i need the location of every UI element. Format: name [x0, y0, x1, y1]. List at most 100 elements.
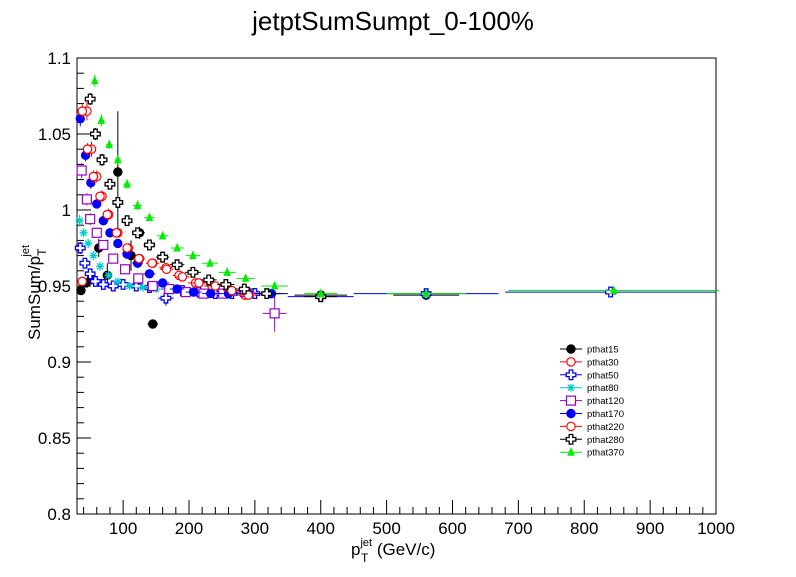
x-tick-label: 800 [570, 519, 598, 538]
data-point [220, 279, 232, 290]
data-point [171, 259, 183, 271]
data-point [177, 272, 188, 282]
data-point [97, 115, 106, 124]
data-point [84, 93, 96, 105]
data-point [97, 279, 109, 290]
data-point [157, 278, 168, 288]
data-point [108, 253, 119, 264]
x-axis-label-unit: (GeV/c) [372, 540, 435, 559]
data-point [158, 230, 167, 240]
data-point [133, 200, 142, 209]
data-point [98, 239, 109, 251]
data-point [172, 284, 182, 294]
chart-title: jetptSumSumpt_0-100% [251, 6, 534, 36]
data-point [79, 257, 91, 269]
data-point [112, 196, 124, 208]
legend-label: pthat30 [587, 357, 619, 368]
data-point [76, 165, 87, 176]
data-point [76, 285, 86, 296]
data-point [144, 269, 155, 279]
y-tick-label: 0.95 [38, 277, 71, 296]
y-tick-label: 0.8 [47, 505, 71, 524]
legend-label: pthat80 [587, 383, 619, 394]
data-point [610, 285, 618, 295]
data-point [144, 239, 155, 251]
data-point [119, 264, 131, 275]
data-point [422, 288, 430, 298]
data-point [77, 106, 88, 116]
legend-item-pthat50: pthat50 [560, 369, 619, 381]
legend-marker [565, 369, 577, 381]
x-tick-label: 200 [175, 519, 203, 538]
y-tick-label: 1 [62, 201, 71, 220]
data-point [89, 251, 98, 260]
legend-item-pthat370: pthat370 [560, 446, 624, 459]
legend-item-pthat280: pthat280 [560, 433, 624, 446]
legend-marker [566, 421, 576, 432]
x-axis-label-sub: T [361, 551, 369, 565]
data-point [261, 288, 273, 300]
series-pthat370 [91, 74, 720, 298]
data-point [194, 278, 204, 288]
data-point [223, 267, 231, 276]
y-axis-label-main: SumSum/p [25, 256, 44, 340]
y-tick-label: 1.1 [47, 49, 71, 68]
y-tick-label: 1.05 [38, 125, 71, 144]
data-point [203, 274, 215, 286]
legend-marker [567, 446, 575, 456]
y-axis-label-sup: jet [20, 245, 32, 258]
data-point [269, 308, 280, 319]
data-point [157, 251, 169, 263]
legend-item-pthat30: pthat30 [560, 357, 619, 368]
data-point [148, 319, 158, 329]
y-tick-label: 0.85 [38, 429, 71, 448]
data-point [238, 283, 250, 295]
legend-marker [567, 383, 575, 392]
legend-marker [566, 357, 576, 367]
y-axis-label-sub: T [35, 248, 49, 256]
x-tick-label: 600 [438, 519, 466, 538]
legend-label: pthat370 [587, 448, 624, 459]
data-point [210, 281, 221, 291]
data-point [227, 285, 237, 296]
data-point [113, 167, 123, 177]
data-point [91, 75, 99, 85]
x-axis-label: pjet (GeV/c)T [351, 537, 435, 565]
x-tick-label: 700 [504, 519, 532, 538]
data-point [114, 154, 122, 164]
data-point [113, 238, 123, 249]
data-point [145, 212, 154, 222]
data-point [75, 216, 84, 225]
y-axis-label: SumSum/pTjet [20, 245, 49, 340]
legend-label: pthat220 [587, 422, 624, 433]
data-point [147, 280, 158, 292]
data-point [134, 253, 144, 264]
y-tick-label: 0.9 [47, 353, 71, 372]
x-tick-label: 900 [636, 519, 664, 538]
legend-marker [565, 433, 577, 445]
axes: 100 200 300 400 500 600 700 800 900 1000 0.8 0.85 0.… [38, 49, 735, 538]
data-point [79, 228, 88, 237]
data-point [102, 209, 113, 220]
series-pthat50 [74, 241, 716, 306]
x-tick-label: 300 [241, 519, 269, 538]
legend-label: pthat50 [587, 370, 619, 381]
series-pthat220 [77, 103, 258, 300]
data-point [125, 282, 134, 290]
data-point [206, 257, 214, 267]
legend-label: pthat280 [587, 435, 624, 446]
x-tick-label: 400 [307, 519, 335, 538]
data-point [104, 178, 116, 190]
data-point [89, 275, 101, 287]
data-point [123, 178, 131, 188]
legend-item-pthat170: pthat170 [560, 408, 624, 420]
data-point [189, 250, 197, 260]
series-pthat280 [84, 92, 338, 303]
data-point [316, 288, 325, 298]
data-point [104, 271, 113, 280]
legend-label: pthat170 [587, 409, 624, 420]
x-axis-label-sup: jet [359, 537, 372, 549]
data-point [96, 262, 105, 271]
